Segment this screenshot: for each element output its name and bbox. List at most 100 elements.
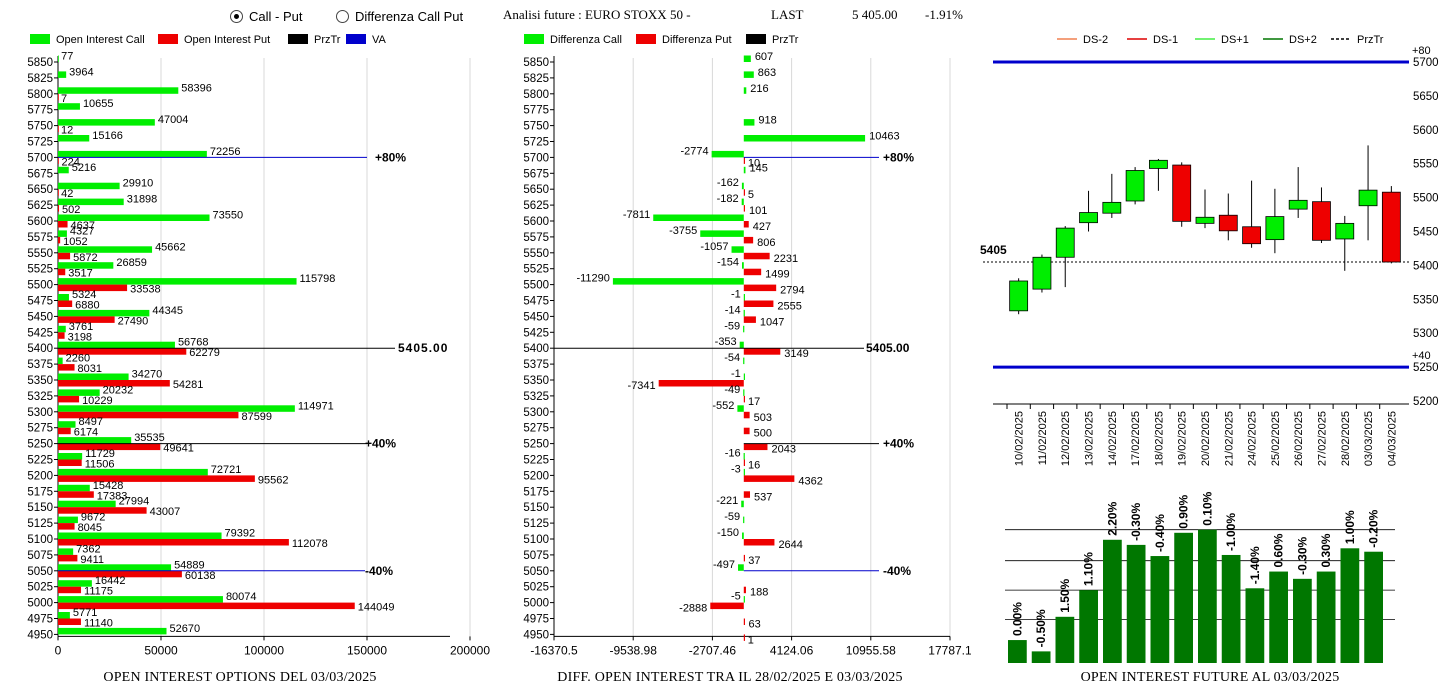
reference-line-label: +40% — [365, 437, 396, 451]
diff-put-label: 2794 — [780, 285, 804, 297]
date-label: 10/02/2025 — [1014, 411, 1026, 466]
diff-call-bar — [739, 341, 744, 349]
put-bar — [58, 316, 115, 323]
strike-label: 5300 — [27, 407, 53, 419]
diff-put-bar — [743, 554, 745, 562]
call-bar — [58, 71, 67, 78]
diff-put-bar — [743, 475, 795, 482]
legend-label: PrzTr — [1357, 34, 1384, 46]
put-bar-label: 27490 — [118, 315, 149, 327]
diff-call-bar — [737, 405, 744, 412]
call-bar-label: 10655 — [83, 98, 114, 110]
legend-swatch — [346, 34, 366, 44]
put-bar-label: 1052 — [63, 236, 87, 248]
future-oi-bar — [1198, 529, 1217, 663]
strike-label: 5750 — [523, 121, 549, 133]
radio-differenza-dot[interactable] — [336, 10, 349, 23]
legend-label: Open Interest Put — [184, 34, 270, 46]
diff-put-label: 503 — [754, 412, 772, 424]
right-footer-title: OPEN INTEREST FUTURE AL 03/03/2025 — [1080, 670, 1340, 685]
diff-call-label: -497 — [713, 559, 735, 571]
date-label: 17/02/2025 — [1130, 411, 1142, 466]
strike-label: 5600 — [523, 216, 549, 228]
x-tick-label: 0 — [55, 643, 62, 657]
put-bar-label: 224 — [61, 156, 79, 168]
analysis-title: Analisi future : EURO STOXX 50 - — [503, 7, 691, 22]
call-bar-label: 15166 — [92, 130, 123, 142]
call-bar — [58, 532, 222, 539]
future-oi-label: 0.10% — [1200, 491, 1214, 525]
call-bar — [58, 166, 69, 174]
strike-label: 5600 — [27, 216, 53, 228]
last-value: 5 405.00 — [852, 7, 898, 22]
put-bar — [58, 221, 68, 228]
diff-call-label: -154 — [717, 257, 739, 269]
legend-swatch — [636, 34, 656, 44]
diff-call-bar — [743, 55, 751, 62]
x-tick-label: 4124.06 — [770, 643, 814, 657]
future-oi-bar — [1055, 616, 1075, 663]
przTr-label: 5405 — [980, 243, 1007, 257]
put-bar-label: 8045 — [78, 522, 102, 534]
call-bar-label: 5324 — [72, 289, 96, 301]
diff-put-bar — [743, 411, 750, 419]
radio-differenza[interactable]: Differenza Call Put — [336, 9, 463, 24]
diff-call-label: -5 — [731, 591, 741, 603]
call-bar-label: 15428 — [93, 480, 124, 492]
put-bar — [58, 443, 161, 451]
call-bar — [58, 230, 67, 237]
diff-call-label: -221 — [716, 495, 738, 507]
radio-call-put[interactable]: Call - Put — [230, 9, 302, 24]
diff-put-bar — [743, 427, 750, 435]
put-bar — [58, 570, 182, 578]
diff-call-label: 10463 — [869, 131, 900, 143]
diff-put-label: 4362 — [798, 475, 822, 487]
put-bar — [58, 189, 59, 196]
strike-label: 4975 — [27, 614, 53, 626]
future-oi-label: 0.60% — [1272, 533, 1286, 567]
x-tick-label: 150000 — [347, 643, 387, 657]
diff-put-bar — [743, 443, 768, 451]
radio-call-put-dot[interactable] — [230, 10, 243, 23]
diff-put-bar — [743, 348, 781, 355]
candle-body — [1079, 212, 1098, 224]
diff-call-label: -54 — [724, 352, 740, 364]
strike-label: 5575 — [27, 232, 53, 244]
future-oi-label: -0.30% — [1295, 536, 1309, 574]
call-bar-label: 35535 — [134, 432, 165, 444]
y-tick-label: 5400 — [1413, 260, 1439, 272]
put-bar — [58, 491, 94, 498]
strike-label: 5525 — [27, 264, 53, 276]
put-bar — [58, 205, 60, 212]
future-oi-bar — [1008, 640, 1027, 663]
x-tick-label: 10955.58 — [846, 643, 896, 657]
legend-swatch — [746, 34, 766, 44]
call-bar-label: 73550 — [213, 210, 244, 222]
strike-label: 5800 — [27, 89, 53, 101]
strike-label: 5775 — [27, 105, 53, 117]
future-oi-label: -1.40% — [1248, 546, 1262, 584]
put-bar — [58, 586, 82, 594]
put-bar-label: 33538 — [130, 284, 161, 296]
put-bar-label: 3198 — [68, 331, 92, 343]
diff-call-bar — [742, 262, 744, 269]
call-bar-label: 27994 — [119, 496, 150, 508]
candle-body — [1218, 214, 1238, 232]
candle-body — [1009, 280, 1029, 312]
call-bar — [58, 278, 297, 285]
strike-label: 5050 — [27, 566, 53, 578]
put-bar — [58, 475, 255, 482]
reference-line-label: +80% — [375, 150, 406, 164]
candle-body — [1032, 256, 1052, 290]
strike-label: 5225 — [523, 455, 549, 467]
strike-label: 5850 — [27, 57, 53, 69]
diff-put-bar — [743, 300, 774, 307]
diff-put-bar — [743, 634, 745, 641]
strike-label: 5800 — [523, 89, 549, 101]
candle-body — [1288, 199, 1308, 210]
diff-put-label: 1047 — [760, 316, 784, 328]
candle-body — [1335, 222, 1355, 240]
put-bar-label: 60138 — [185, 570, 216, 582]
call-bar-label: 3964 — [69, 66, 93, 78]
